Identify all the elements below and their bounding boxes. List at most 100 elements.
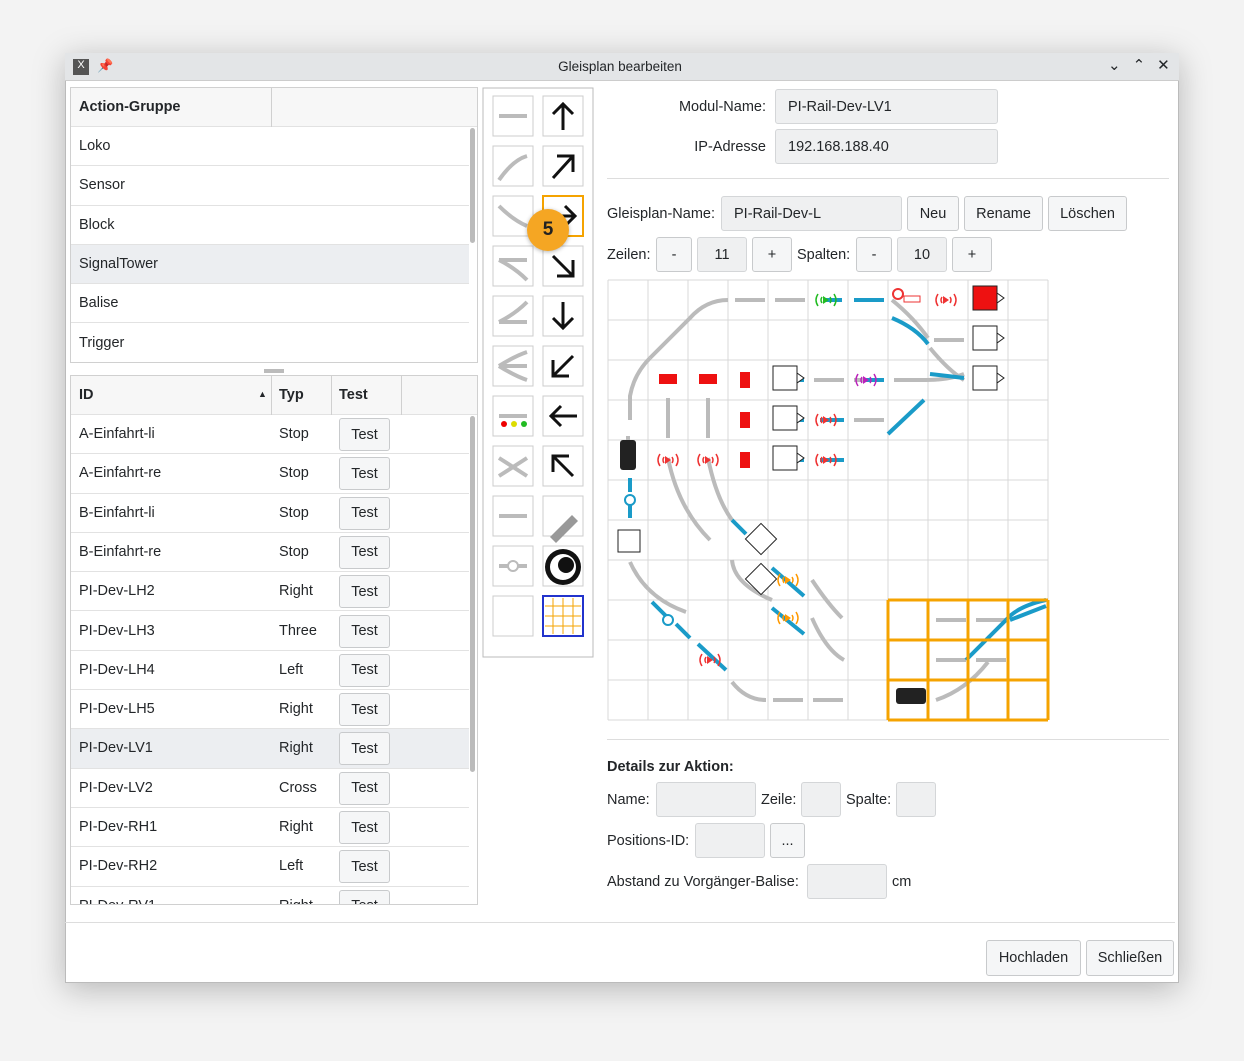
type-cell: Right — [279, 898, 313, 904]
pos-button[interactable]: ... — [770, 823, 805, 858]
track — [730, 518, 748, 536]
test-button[interactable]: Test — [339, 732, 390, 766]
module-name-field[interactable]: PI-Rail-Dev-LV1 — [775, 89, 998, 124]
plan-name-field[interactable]: PI-Rail-Dev-L — [721, 196, 902, 231]
balise-sensor — [855, 373, 877, 387]
balise-core — [785, 576, 791, 584]
list-item[interactable]: Block — [71, 206, 469, 245]
pos-field[interactable] — [695, 823, 765, 858]
test-button[interactable]: Test — [339, 575, 390, 609]
test-button[interactable]: Test — [339, 811, 390, 844]
scrollbar[interactable] — [470, 416, 475, 772]
delete-button[interactable]: Löschen — [1048, 196, 1127, 231]
table-row[interactable]: PI-Dev-LH2 Right Test — [71, 572, 469, 612]
row-field[interactable] — [801, 782, 841, 817]
list-item[interactable]: Trigger — [71, 324, 469, 362]
id-cell: PI-Dev-LV2 — [79, 779, 153, 796]
table-row[interactable]: B-Einfahrt-re Stop Test — [71, 533, 469, 573]
block-arrow — [996, 332, 1005, 344]
palette-tool[interactable] — [492, 595, 534, 637]
cols-plus[interactable]: + — [952, 237, 992, 272]
table-row[interactable]: PI-Dev-LH3 Three Test — [71, 612, 469, 651]
close-button[interactable]: Schließen — [1086, 940, 1174, 976]
track — [1009, 604, 1047, 622]
column-header[interactable]: ID — [79, 387, 94, 403]
ip-field[interactable]: 192.168.188.40 — [775, 129, 998, 164]
test-button[interactable]: Test — [339, 889, 390, 904]
test-button[interactable]: Test — [339, 693, 390, 727]
upload-button[interactable]: Hochladen — [986, 940, 1081, 976]
table-row[interactable]: A-Einfahrt-re Stop Test — [71, 454, 469, 494]
test-button[interactable]: Test — [339, 653, 390, 687]
table-row[interactable]: PI-Dev-RV1 Right Test — [71, 887, 469, 904]
test-button[interactable]: Test — [339, 850, 390, 884]
test-button[interactable]: Test — [339, 535, 390, 569]
name-field[interactable] — [656, 782, 756, 817]
scrollbar[interactable] — [470, 128, 475, 243]
column-header[interactable]: Typ — [279, 387, 304, 403]
separator — [607, 739, 1169, 740]
table-row[interactable]: PI-Dev-LV2 Cross Test — [71, 769, 469, 808]
track — [648, 298, 729, 360]
table-row[interactable]: PI-Dev-LH5 Right Test — [71, 690, 469, 730]
rows-label: Zeilen: — [607, 247, 651, 263]
palette-tool[interactable] — [492, 445, 534, 487]
test-button[interactable]: Test — [339, 496, 390, 530]
block-arrow — [996, 292, 1005, 304]
pin-icon[interactable]: 📌 — [97, 58, 114, 73]
id-cell: A-Einfahrt-re — [79, 465, 162, 482]
rows-minus[interactable]: - — [656, 237, 692, 272]
table-row[interactable]: A-Einfahrt-li Stop Test — [71, 415, 469, 455]
cols-field[interactable]: 10 — [897, 237, 947, 272]
list-body: Loko Sensor Block SignalTower Balise Trigger — [71, 127, 469, 362]
id-cell: B-Einfahrt-li — [79, 504, 155, 521]
track — [891, 316, 930, 346]
table-header: ID Typ Test ▲ — [71, 376, 477, 415]
trigger — [903, 295, 921, 303]
list-item[interactable]: Sensor — [71, 166, 469, 206]
track — [894, 372, 965, 382]
type-cell: Stop — [279, 465, 309, 482]
balise-icon — [507, 560, 519, 572]
arrow-icon — [551, 354, 575, 378]
table-row[interactable]: PI-Dev-LH4 Left Test — [71, 651, 469, 691]
rows-plus[interactable]: + — [752, 237, 792, 272]
divider — [271, 88, 272, 127]
list-item[interactable]: Balise — [71, 284, 469, 324]
splitter[interactable] — [264, 369, 284, 373]
type-cell: Left — [279, 858, 304, 875]
table-row[interactable]: PI-Dev-RH2 Left Test — [71, 847, 469, 887]
test-button[interactable]: Test — [339, 771, 390, 805]
table-row[interactable]: PI-Dev-RH1 Right Test — [71, 808, 469, 848]
test-button[interactable]: Test — [339, 457, 390, 491]
window-controls[interactable]: ⌄⌃✕ — [1108, 57, 1182, 74]
rows-field[interactable]: 11 — [697, 237, 747, 272]
track — [666, 457, 712, 542]
track-plan[interactable] — [606, 278, 1056, 724]
item-text: Trigger — [79, 334, 125, 351]
distance-field[interactable] — [807, 864, 887, 899]
list-item[interactable]: Loko — [71, 127, 469, 167]
track-icon — [497, 456, 529, 478]
test-button[interactable]: Test — [339, 614, 390, 648]
column-header[interactable]: Test — [339, 387, 368, 403]
col-field[interactable] — [896, 782, 936, 817]
table-row[interactable]: B-Einfahrt-li Stop Test — [71, 494, 469, 533]
list-item[interactable]: SignalTower — [71, 244, 469, 285]
test-button[interactable]: Test — [339, 418, 390, 451]
arrow-icon — [551, 101, 575, 130]
signal-tower — [896, 688, 926, 704]
rename-button[interactable]: Rename — [964, 196, 1043, 231]
cols-minus[interactable]: - — [856, 237, 892, 272]
col-label: Spalte: — [846, 792, 892, 808]
track — [696, 642, 728, 672]
table-row[interactable]: PI-Dev-LV1 Right Test — [71, 729, 469, 769]
block — [972, 285, 998, 311]
track — [935, 660, 990, 702]
track — [706, 457, 734, 522]
separator — [607, 178, 1169, 179]
new-button[interactable]: Neu — [907, 196, 959, 231]
track-icon — [497, 204, 528, 228]
divider — [271, 376, 272, 415]
